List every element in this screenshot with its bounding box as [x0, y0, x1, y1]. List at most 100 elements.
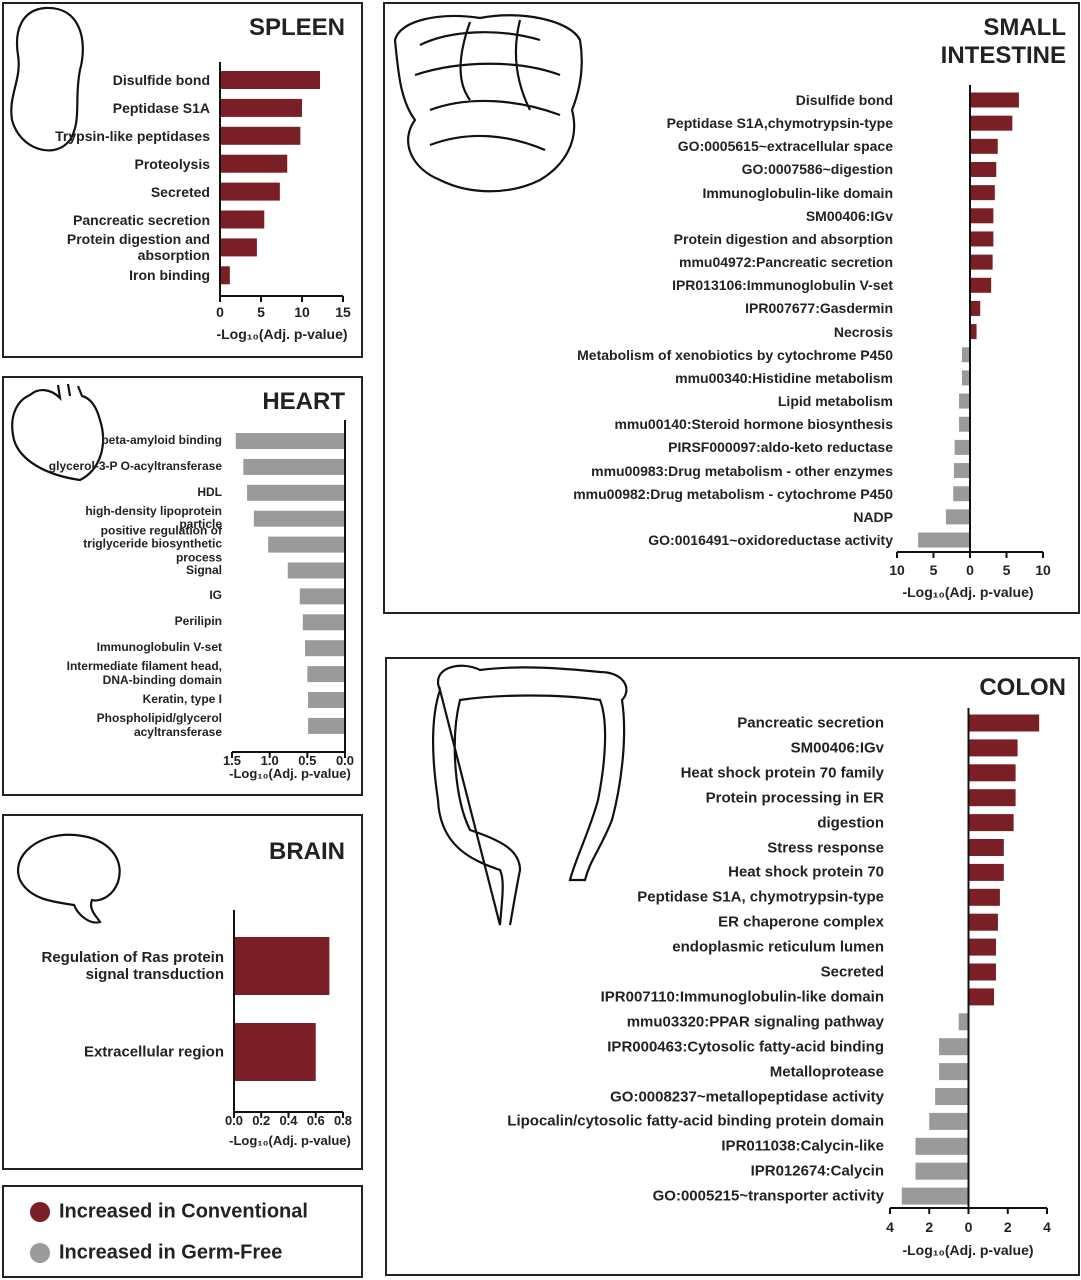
category-label: GO:0005215~transporter activity — [652, 1187, 884, 1205]
bar — [253, 510, 345, 527]
category-label: Iron binding — [129, 267, 210, 284]
bar — [970, 115, 1013, 131]
bar — [308, 717, 345, 734]
bar — [953, 486, 970, 502]
bar — [954, 439, 970, 455]
category-label: Disulfide bond — [112, 71, 210, 88]
bar — [968, 814, 1014, 832]
panel-title: SPLEEN — [248, 14, 345, 41]
category-label: high-density lipoprotein particle — [85, 503, 222, 532]
bar — [287, 562, 345, 579]
bar — [234, 937, 330, 995]
x-tick-label: 5 — [929, 562, 938, 578]
category-label: Signal — [185, 562, 222, 577]
category-label: IPR013106:Immunoglobulin V-set — [672, 277, 893, 294]
legend-label: Increased in Conventional — [59, 1200, 308, 1223]
category-label: Lipid metabolism — [777, 393, 893, 410]
x-tick-label: 1.5 — [222, 753, 242, 768]
category-label: mmu00140:Steroid hormone biosynthesis — [614, 416, 893, 433]
panel — [385, 657, 1080, 1276]
category-label: Keratin, type I — [142, 692, 222, 707]
bar — [968, 863, 1004, 881]
bar — [970, 277, 992, 293]
legend-label: Increased in Germ-Free — [59, 1241, 283, 1264]
x-tick-label: 0 — [964, 1219, 973, 1235]
category-label: mmu00982:Drug metabolism - cytochrome P4… — [573, 485, 893, 502]
x-tick-label: 10 — [294, 304, 310, 320]
category-label: Stress response — [767, 838, 884, 856]
category-label: Lipocalin/cytosolic fatty-acid binding p… — [507, 1112, 884, 1130]
bar — [970, 300, 981, 316]
bar — [968, 913, 998, 931]
category-label: Necrosis — [833, 323, 893, 340]
category-label: Extracellular region — [83, 1043, 224, 1061]
x-tick-label: 0.0 — [335, 753, 355, 768]
category-label: Peptidase S1A — [112, 99, 210, 116]
small-intestine-icon — [393, 14, 583, 193]
bar — [299, 588, 345, 605]
category-label: HDL — [197, 484, 222, 499]
x-tick-label: 10 — [1035, 562, 1051, 578]
category-label: GO:0005615~extracellular space — [677, 138, 893, 155]
category-label: Proteolysis — [134, 155, 210, 172]
bar — [968, 739, 1018, 757]
bar — [970, 231, 994, 247]
heart-icon — [11, 383, 105, 482]
category-label: Trypsin-like peptidases — [55, 127, 210, 144]
x-axis-label: -Log₁₀(Adj. p-value) — [229, 766, 351, 781]
category-label: IG — [209, 588, 222, 603]
category-label: Pancreatic secretion — [73, 211, 210, 228]
x-tick-label: 5 — [1002, 562, 1011, 578]
category-label: PIRSF000097:aldo-keto reductase — [668, 439, 893, 456]
bar — [970, 138, 998, 154]
category-label: Heat shock protein 70 family — [680, 764, 884, 782]
bar — [970, 208, 994, 224]
bar — [220, 154, 288, 173]
bar — [220, 266, 230, 285]
category-label: Protein processing in ER — [705, 789, 884, 807]
category-label: GO:0016491~oxidoreductase activity — [648, 531, 893, 548]
x-tick-label: 0 — [216, 304, 224, 320]
category-label: SM00406:IGv — [805, 207, 893, 224]
bar — [220, 71, 321, 89]
bar — [308, 692, 345, 708]
legend-marker — [30, 1243, 50, 1263]
category-label: Regulation of Ras protein signal transdu… — [41, 948, 224, 983]
legend-marker — [30, 1202, 50, 1222]
x-tick-label: 0 — [966, 562, 974, 578]
panel — [2, 814, 363, 1170]
x-tick-label: 15 — [335, 304, 351, 320]
category-label: mmu04972:Pancreatic secretion — [679, 254, 893, 271]
bar — [220, 238, 257, 257]
bar — [968, 888, 1000, 906]
bar — [945, 509, 970, 525]
bar — [939, 1038, 969, 1056]
bar — [968, 988, 995, 1006]
category-label: Heat shock protein 70 — [728, 863, 884, 881]
category-label: Intermediate filament head, DNA-binding … — [66, 659, 222, 688]
category-label: positive regulation of triglyceride bios… — [83, 522, 222, 565]
bar — [220, 98, 302, 117]
x-tick-label: 4 — [1043, 1219, 1051, 1235]
category-label: IPR012674:Calycin — [750, 1162, 884, 1180]
bar — [959, 416, 970, 432]
x-tick-label: 1.0 — [260, 753, 279, 768]
bar — [235, 433, 345, 449]
brain-icon — [17, 833, 121, 924]
category-label: Perilipin — [174, 614, 222, 629]
category-label: IPR007677:Gasdermin — [745, 300, 893, 317]
bar — [901, 1187, 969, 1205]
bar — [961, 347, 970, 363]
bar — [220, 182, 280, 201]
panel — [2, 376, 363, 796]
category-label: IPR007110:Immunoglobulin-like domain — [600, 988, 884, 1006]
bar — [961, 370, 970, 386]
bar — [302, 614, 345, 631]
panel — [2, 2, 363, 358]
x-tick-label: 0.8 — [333, 1113, 353, 1128]
bar — [970, 161, 997, 177]
bar — [968, 938, 996, 956]
category-label: Secreted — [150, 183, 210, 200]
x-tick-label: 5 — [257, 304, 265, 320]
